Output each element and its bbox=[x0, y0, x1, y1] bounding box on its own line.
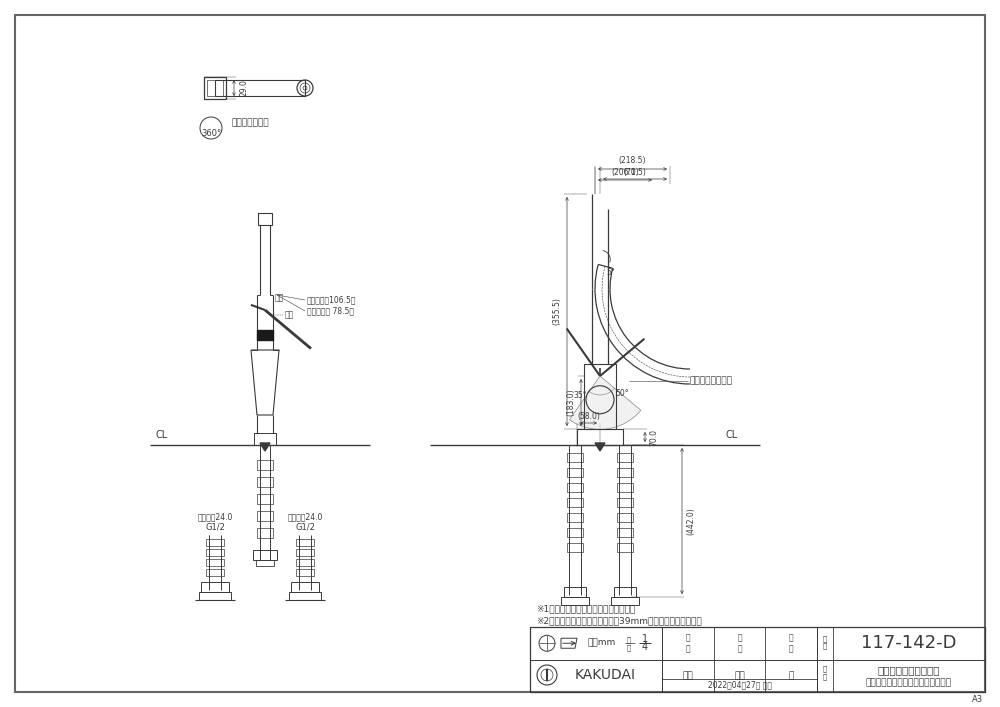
Bar bbox=[254, 433, 276, 445]
Bar bbox=[617, 498, 633, 507]
Bar bbox=[662, 627, 817, 692]
Bar bbox=[617, 543, 633, 552]
Text: 六角対辺24.0: 六角対辺24.0 bbox=[287, 513, 323, 522]
Bar bbox=[258, 213, 272, 225]
Bar bbox=[296, 569, 314, 576]
Text: 単位mm: 単位mm bbox=[588, 638, 616, 648]
Text: 吐水: 吐水 bbox=[285, 310, 294, 320]
Text: CL: CL bbox=[155, 430, 167, 440]
Text: G1/2: G1/2 bbox=[295, 522, 315, 532]
Bar bbox=[257, 494, 273, 504]
Bar bbox=[291, 582, 319, 592]
Bar bbox=[253, 550, 277, 560]
Text: 117-142-D: 117-142-D bbox=[861, 634, 957, 653]
Bar bbox=[257, 330, 273, 340]
Bar bbox=[577, 429, 623, 445]
Bar bbox=[206, 559, 224, 566]
Text: A3: A3 bbox=[971, 694, 983, 703]
Text: KAKUDAI: KAKUDAI bbox=[574, 668, 636, 682]
Bar bbox=[567, 543, 583, 552]
Text: 5°: 5° bbox=[606, 268, 615, 277]
Bar bbox=[256, 560, 274, 566]
Text: 度: 度 bbox=[627, 644, 631, 650]
Text: (442.0): (442.0) bbox=[686, 507, 696, 535]
Bar bbox=[257, 511, 273, 521]
Text: 35°: 35° bbox=[573, 392, 587, 400]
Bar bbox=[564, 587, 586, 597]
Text: 六角対辺24.0: 六角対辺24.0 bbox=[197, 513, 233, 522]
Wedge shape bbox=[569, 376, 641, 429]
Text: 4: 4 bbox=[642, 642, 648, 653]
Text: 寒川: 寒川 bbox=[734, 671, 745, 680]
Text: (183.0): (183.0) bbox=[566, 389, 576, 416]
Text: 承
認: 承 認 bbox=[789, 633, 793, 653]
Bar bbox=[257, 477, 273, 487]
Bar bbox=[617, 453, 633, 462]
Text: 岩藤: 岩藤 bbox=[682, 671, 693, 680]
Bar bbox=[584, 364, 616, 429]
Bar bbox=[199, 592, 231, 600]
Text: （全開時　106.5）: （全開時 106.5） bbox=[307, 296, 356, 305]
Bar bbox=[567, 483, 583, 492]
Bar bbox=[296, 559, 314, 566]
Polygon shape bbox=[260, 443, 270, 451]
Text: ハンドル回転角度: ハンドル回転角度 bbox=[690, 377, 733, 385]
Bar bbox=[614, 587, 636, 597]
Bar bbox=[257, 460, 273, 470]
Text: G1/2: G1/2 bbox=[205, 522, 225, 532]
Bar bbox=[215, 80, 305, 96]
Text: 50°: 50° bbox=[615, 390, 629, 399]
Bar bbox=[206, 569, 224, 576]
Bar bbox=[530, 627, 985, 692]
Text: ※2　ブレードホースは曲げ半径39mm以上を確保すること。: ※2 ブレードホースは曲げ半径39mm以上を確保すること。 bbox=[536, 617, 702, 626]
Text: 29.0: 29.0 bbox=[240, 80, 248, 96]
Text: 尺: 尺 bbox=[627, 636, 631, 643]
Bar bbox=[289, 592, 321, 600]
Bar bbox=[296, 549, 314, 556]
Bar bbox=[561, 597, 589, 605]
Bar bbox=[567, 468, 583, 477]
Text: （上水時　 78.5）: （上水時 78.5） bbox=[307, 307, 354, 315]
Bar bbox=[617, 513, 633, 522]
Bar bbox=[207, 80, 223, 96]
Text: 1: 1 bbox=[642, 634, 648, 644]
Text: 検
図: 検 図 bbox=[737, 633, 742, 653]
Bar bbox=[617, 468, 633, 477]
Text: 品
名: 品 名 bbox=[823, 666, 827, 680]
Text: (355.5): (355.5) bbox=[552, 298, 562, 325]
Bar bbox=[567, 528, 583, 537]
Text: CL: CL bbox=[725, 430, 737, 440]
Text: (71.5): (71.5) bbox=[624, 168, 646, 177]
Bar bbox=[296, 539, 314, 546]
Bar bbox=[206, 539, 224, 546]
Text: (206.0): (206.0) bbox=[611, 168, 639, 177]
Text: (58.0): (58.0) bbox=[577, 411, 600, 421]
Bar bbox=[617, 528, 633, 537]
Bar bbox=[204, 77, 226, 99]
Text: 2022年04月27日 作成: 2022年04月27日 作成 bbox=[708, 681, 772, 689]
Bar bbox=[257, 528, 273, 538]
Bar bbox=[206, 549, 224, 556]
Text: 70.0: 70.0 bbox=[650, 428, 658, 445]
Text: (218.5): (218.5) bbox=[619, 156, 646, 165]
Text: 祝: 祝 bbox=[788, 671, 794, 680]
Text: （シャワーつき・マットブラック）: （シャワーつき・マットブラック） bbox=[866, 678, 952, 687]
Bar bbox=[617, 483, 633, 492]
Text: 360°: 360° bbox=[201, 129, 221, 139]
Text: 止水: 止水 bbox=[275, 293, 284, 303]
Text: 製
図: 製 図 bbox=[686, 633, 690, 653]
Text: シングルレバー混合栓: シングルレバー混合栓 bbox=[878, 665, 940, 674]
Bar bbox=[530, 627, 662, 692]
Bar bbox=[817, 627, 985, 692]
Text: ※1　（　）内寸法は参考寸法である。: ※1 （ ）内寸法は参考寸法である。 bbox=[536, 604, 635, 614]
Bar bbox=[567, 498, 583, 507]
Bar bbox=[201, 582, 229, 592]
Text: 品
番: 品 番 bbox=[823, 635, 827, 649]
Polygon shape bbox=[595, 443, 605, 451]
Bar bbox=[567, 513, 583, 522]
Bar bbox=[567, 453, 583, 462]
Bar bbox=[611, 597, 639, 605]
Text: 吐水口回転角度: 吐水口回転角度 bbox=[231, 119, 269, 127]
